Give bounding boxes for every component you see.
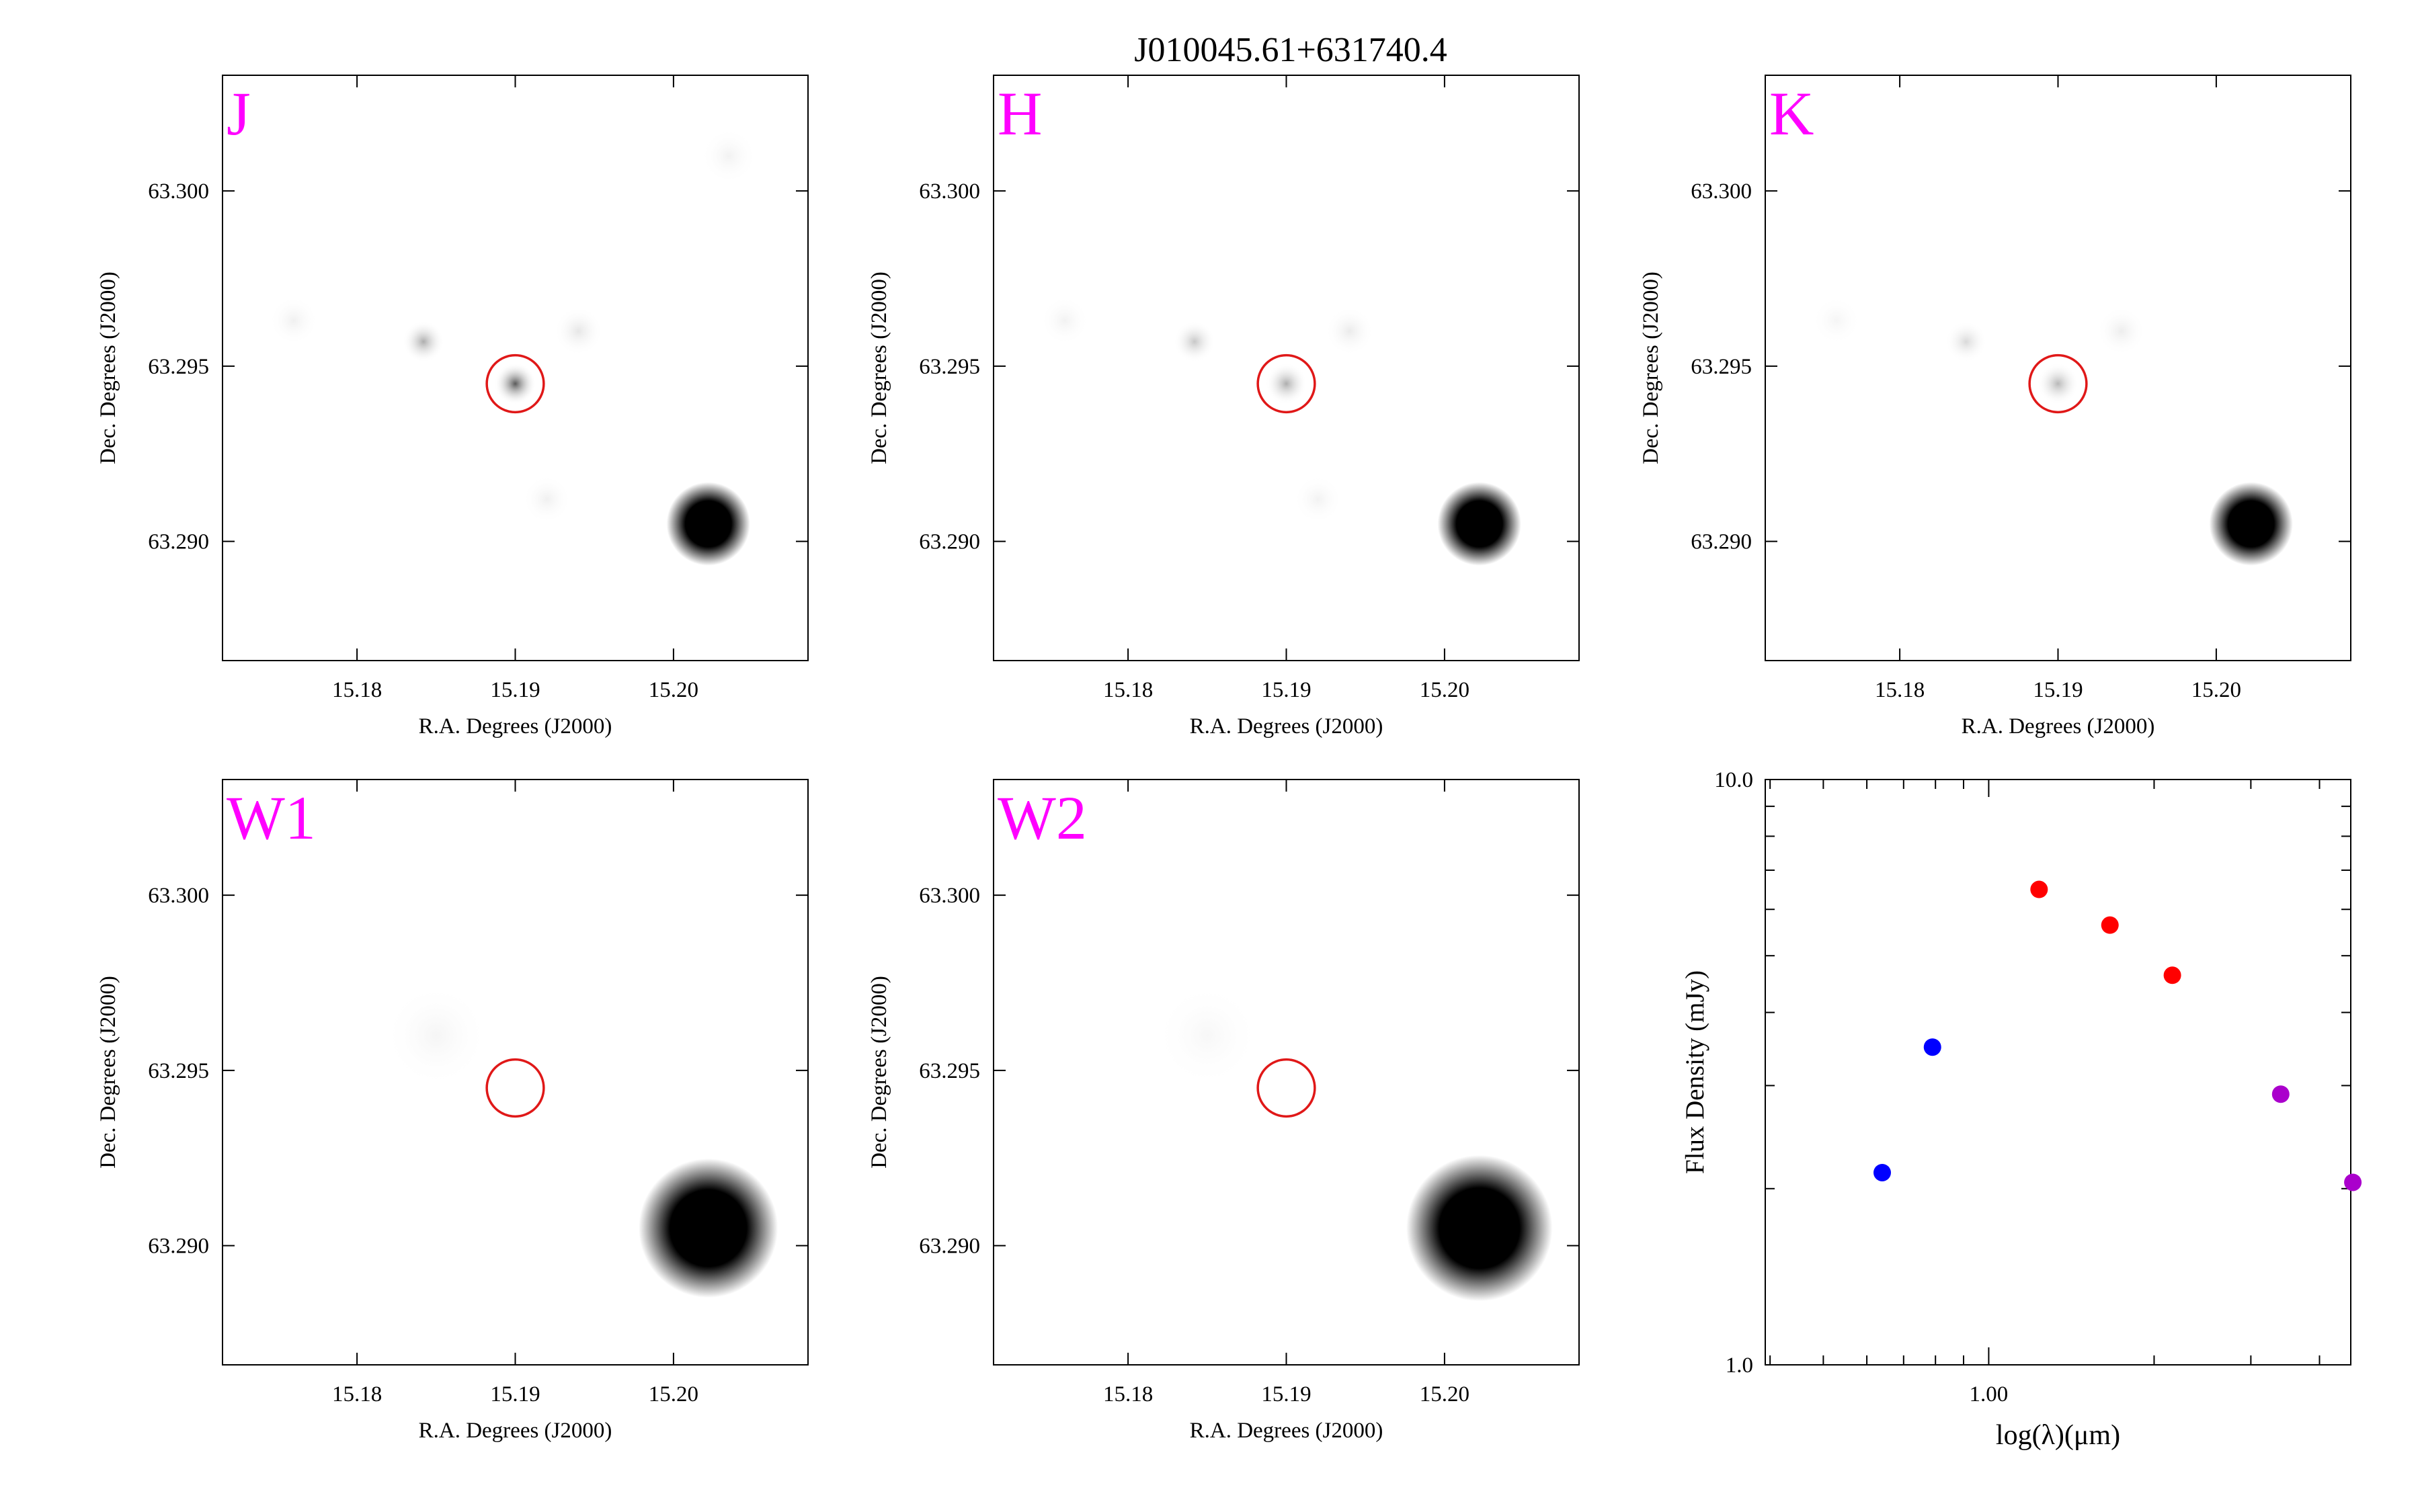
source bbox=[1437, 482, 1521, 566]
source bbox=[666, 482, 750, 566]
panel-h: 15.18 15.19 15.20 63.290 63.295 63.300 R.A. De… bbox=[867, 75, 1580, 739]
x-axis-label: R.A. Degrees (J2000) bbox=[419, 714, 612, 739]
y-tick-label: 63.295 bbox=[919, 1059, 980, 1083]
sed-point bbox=[1873, 1163, 1892, 1181]
image-w1 bbox=[223, 780, 808, 1365]
y-axis-label: Dec. Degrees (J2000) bbox=[1639, 271, 1663, 464]
source bbox=[554, 306, 603, 355]
image-k bbox=[1765, 75, 2351, 661]
panels: 15.18 15.19 15.20 63.290 63.295 63.300 R.A. De… bbox=[96, 75, 2362, 1451]
x-tick-label: 15.20 bbox=[649, 1382, 698, 1406]
aperture-circle bbox=[1256, 1058, 1316, 1118]
x-axis-label: log(λ)(μm) bbox=[1996, 1420, 2120, 1451]
band-label: H bbox=[998, 79, 1042, 148]
x-tick-label: 15.19 bbox=[1261, 1382, 1311, 1406]
source bbox=[384, 983, 489, 1088]
x-tick-label: 15.20 bbox=[2191, 678, 2241, 702]
x-tick-label: 15.18 bbox=[1103, 1382, 1153, 1406]
y-tick-label: 63.300 bbox=[919, 884, 980, 908]
source bbox=[2037, 362, 2079, 405]
y-axis-label: Dec. Degrees (J2000) bbox=[867, 271, 891, 464]
source bbox=[402, 321, 445, 363]
aperture-circle bbox=[2028, 353, 2088, 414]
y-axis-label: Dec. Degrees (J2000) bbox=[96, 271, 120, 464]
band-label: W1 bbox=[227, 784, 316, 852]
x-axis-label: R.A. Degrees (J2000) bbox=[1190, 1419, 1383, 1443]
x-tick-label: 15.18 bbox=[332, 1382, 382, 1406]
x-tick-label: 15.20 bbox=[1420, 678, 1469, 702]
image-h bbox=[994, 75, 1579, 661]
figure-title: J010045.61+631740.4 bbox=[1134, 31, 1447, 69]
y-axis-label: Dec. Degrees (J2000) bbox=[867, 976, 891, 1169]
x-axis-label: R.A. Degrees (J2000) bbox=[1962, 714, 2155, 739]
image-w2 bbox=[994, 780, 1579, 1365]
source bbox=[1265, 362, 1307, 405]
panel-w2: 15.18 15.19 15.20 63.290 63.295 63.300 R.A. De… bbox=[867, 779, 1580, 1443]
sed-point bbox=[2163, 966, 2181, 984]
x-tick-label: 15.20 bbox=[649, 678, 698, 702]
y-tick-label: 63.290 bbox=[148, 1234, 209, 1259]
band-label: K bbox=[1769, 79, 1814, 148]
x-axis-label: R.A. Degrees (J2000) bbox=[419, 1419, 612, 1443]
image-j bbox=[223, 75, 808, 661]
x-tick-label: 1.00 bbox=[1970, 1382, 2009, 1406]
source bbox=[1406, 1154, 1553, 1302]
axes-frame bbox=[1765, 779, 2351, 1366]
y-tick-label: 63.300 bbox=[919, 179, 980, 204]
panel-k: 15.18 15.19 15.20 63.290 63.295 63.300 R.A. De… bbox=[1639, 75, 2351, 739]
x-tick-label: 15.20 bbox=[1420, 1382, 1469, 1406]
source bbox=[2209, 482, 2293, 566]
y-tick-label: 63.295 bbox=[148, 355, 209, 379]
source bbox=[1173, 321, 1216, 363]
x-tick-label: 15.18 bbox=[332, 678, 382, 702]
source bbox=[269, 296, 319, 345]
source bbox=[1325, 306, 1374, 355]
source bbox=[1812, 296, 1861, 345]
y-tick-label: 63.295 bbox=[1691, 355, 1752, 379]
panel-j: 15.18 15.19 15.20 63.290 63.295 63.300 R.A. De… bbox=[96, 75, 809, 739]
sed-point bbox=[2030, 880, 2048, 898]
y-tick-label: 63.290 bbox=[1691, 530, 1752, 554]
x-tick-label: 15.19 bbox=[490, 1382, 540, 1406]
y-axis-label: Dec. Degrees (J2000) bbox=[96, 976, 120, 1169]
y-tick-label: 10.0 bbox=[1714, 768, 1753, 792]
source bbox=[522, 474, 571, 524]
source bbox=[639, 1159, 778, 1298]
source bbox=[1293, 474, 1342, 524]
source bbox=[1155, 983, 1260, 1088]
sed-point bbox=[1923, 1038, 1941, 1056]
source bbox=[700, 128, 757, 184]
aperture-circle bbox=[485, 353, 545, 414]
x-tick-label: 15.18 bbox=[1875, 678, 1925, 702]
x-tick-label: 15.18 bbox=[1103, 678, 1153, 702]
source bbox=[494, 362, 536, 405]
y-tick-label: 63.295 bbox=[919, 355, 980, 379]
y-tick-label: 63.300 bbox=[148, 884, 209, 908]
y-tick-label: 63.295 bbox=[148, 1059, 209, 1083]
y-tick-label: 63.290 bbox=[148, 530, 209, 554]
x-tick-label: 15.19 bbox=[490, 678, 540, 702]
source bbox=[2097, 306, 2146, 355]
y-tick-label: 63.290 bbox=[919, 530, 980, 554]
x-tick-label: 15.19 bbox=[2033, 678, 2083, 702]
y-tick-label: 63.300 bbox=[148, 179, 209, 204]
sed-point bbox=[2271, 1085, 2290, 1103]
aperture-circle bbox=[1256, 353, 1316, 414]
aperture-circle bbox=[485, 1058, 545, 1118]
sed-point bbox=[2101, 916, 2119, 934]
source bbox=[1040, 296, 1090, 345]
y-tick-label: 63.290 bbox=[919, 1234, 980, 1259]
y-tick-label: 63.300 bbox=[1691, 179, 1752, 204]
band-label: W2 bbox=[998, 784, 1087, 852]
x-axis-label: R.A. Degrees (J2000) bbox=[1190, 714, 1383, 739]
y-axis-label: Flux Density (mJy) bbox=[1681, 970, 1709, 1174]
band-label: J bbox=[227, 79, 251, 148]
source bbox=[1945, 321, 1988, 363]
panel-w1: 15.18 15.19 15.20 63.290 63.295 63.300 R.A. De… bbox=[96, 779, 809, 1443]
x-tick-label: 15.19 bbox=[1261, 678, 1311, 702]
panel-sed: 1.00 1.0 10.0 log(λ)(μm) Flux Density (mJy) bbox=[1681, 768, 2362, 1451]
y-tick-label: 1.0 bbox=[1726, 1353, 1753, 1378]
sed-point bbox=[2344, 1173, 2362, 1191]
